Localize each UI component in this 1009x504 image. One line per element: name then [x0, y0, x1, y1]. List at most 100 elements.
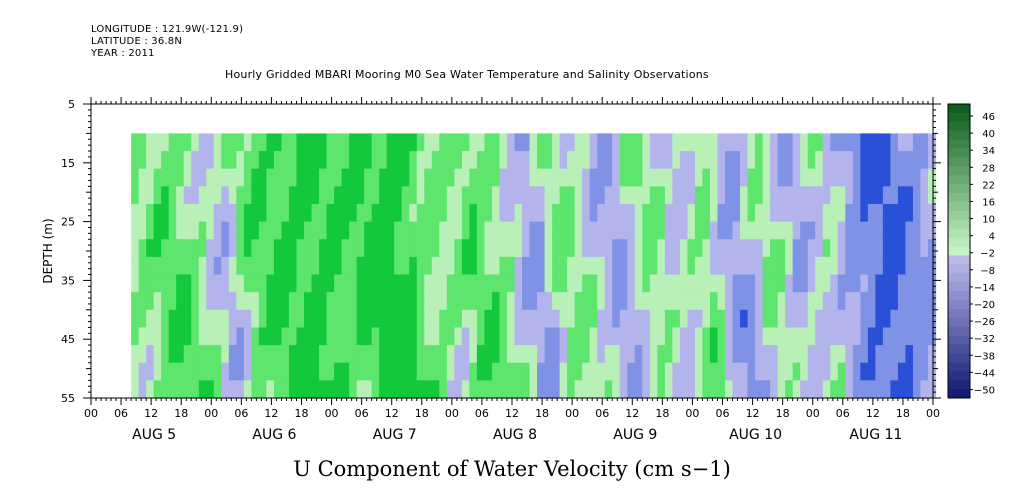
heatmap-cell [912, 309, 922, 329]
heatmap-cell [679, 380, 689, 399]
heatmap-cell [882, 239, 891, 258]
heatmap-cell [604, 345, 613, 364]
heatmap-cell [725, 362, 734, 381]
heatmap-cell [341, 327, 350, 346]
heatmap-cell [424, 203, 433, 223]
heatmap-cell [311, 239, 320, 258]
heatmap-cell [619, 327, 628, 346]
heatmap-cell [431, 292, 440, 311]
heatmap-cell [544, 168, 553, 187]
heatmap-cell [702, 186, 711, 205]
heatmap-cell [544, 380, 553, 399]
heatmap-cell [762, 168, 771, 187]
heatmap-cell [567, 309, 576, 329]
heatmap-cell [634, 203, 643, 223]
heatmap-cell [161, 221, 170, 240]
heatmap-cell [830, 345, 839, 364]
heatmap-cell [446, 380, 455, 399]
heatmap-cell [920, 309, 929, 329]
heatmap-cell [191, 239, 200, 258]
heatmap-cell [469, 168, 478, 187]
heatmap-cell [627, 345, 636, 364]
heatmap-cell [740, 327, 749, 346]
heatmap-cell [717, 168, 726, 187]
heatmap-cell [762, 345, 771, 364]
heatmap-cell [860, 327, 869, 346]
heatmap-cell [612, 168, 621, 187]
heatmap-cell [153, 203, 162, 223]
colorbar-swatch [948, 121, 970, 132]
heatmap-cell [341, 133, 350, 152]
heatmap-cell [198, 256, 207, 276]
heatmap-cell [304, 309, 313, 329]
heatmap-cell [792, 274, 801, 293]
heatmap-cell [612, 274, 621, 293]
heatmap-cell [153, 186, 162, 205]
heatmap-cell [897, 292, 907, 311]
heatmap-cell [634, 168, 643, 187]
heatmap-cell [364, 274, 373, 293]
heatmap-cell [912, 239, 922, 258]
heatmap-cell [484, 221, 493, 240]
heatmap-cell [717, 256, 726, 276]
heatmap-cell [319, 203, 328, 223]
heatmap-cell [679, 256, 689, 276]
heatmap-cell [446, 274, 455, 293]
heatmap-cell [138, 327, 147, 346]
heatmap-cell [364, 221, 373, 240]
heatmap-cell [762, 327, 771, 346]
heatmap-cell [574, 186, 583, 205]
heatmap-cell [785, 309, 794, 329]
heatmap-cell [386, 168, 395, 187]
heatmap-cell [371, 221, 380, 240]
heatmap-cell [927, 274, 937, 293]
heatmap-cell [770, 345, 779, 364]
heatmap-cell [251, 345, 260, 364]
heatmap-cell [702, 309, 711, 329]
heatmap-cell [792, 380, 801, 399]
heatmap-cell [273, 203, 283, 223]
heatmap-cell [604, 292, 613, 311]
heatmap-cell [311, 292, 320, 311]
colorbar-swatch [948, 219, 970, 230]
heatmap-cell [461, 292, 470, 311]
heatmap-cell [582, 203, 591, 223]
heatmap-cell [243, 168, 252, 187]
heatmap-cell [484, 186, 493, 205]
heatmap-cell [920, 203, 929, 223]
heatmap-cell [672, 151, 681, 170]
heatmap-cell [837, 380, 846, 399]
heatmap-cell [176, 256, 185, 276]
heatmap-cell [251, 239, 260, 258]
heatmap-cell [334, 380, 343, 399]
heatmap-cell [191, 151, 200, 170]
heatmap-cell [559, 239, 568, 258]
heatmap-cell [251, 151, 260, 170]
heatmap-cell [822, 345, 831, 364]
heatmap-cell [529, 274, 538, 293]
heatmap-cell [537, 239, 546, 258]
heatmap-cell [822, 203, 831, 223]
heatmap-cell [416, 168, 425, 187]
heatmap-cell [228, 309, 237, 329]
heatmap-cell [491, 133, 501, 152]
heatmap-cell [762, 151, 771, 170]
heatmap-cell [529, 309, 538, 329]
heatmap-cell [837, 327, 846, 346]
colorbar-swatch [948, 264, 970, 274]
heatmap-cell [454, 292, 463, 311]
colorbar-swatch [948, 326, 970, 337]
heatmap-cell [815, 327, 824, 346]
heatmap-cell [785, 345, 794, 364]
heatmap-cell [326, 256, 335, 276]
heatmap-cell [153, 221, 162, 240]
heatmap-cell [484, 256, 493, 276]
heatmap-cell [725, 256, 734, 276]
heatmap-cell [897, 327, 907, 346]
heatmap-cell [356, 203, 365, 223]
heatmap-cell [304, 203, 313, 223]
heatmap-cell [319, 151, 328, 170]
heatmap-cell [717, 292, 726, 311]
heatmap-cell [386, 221, 395, 240]
